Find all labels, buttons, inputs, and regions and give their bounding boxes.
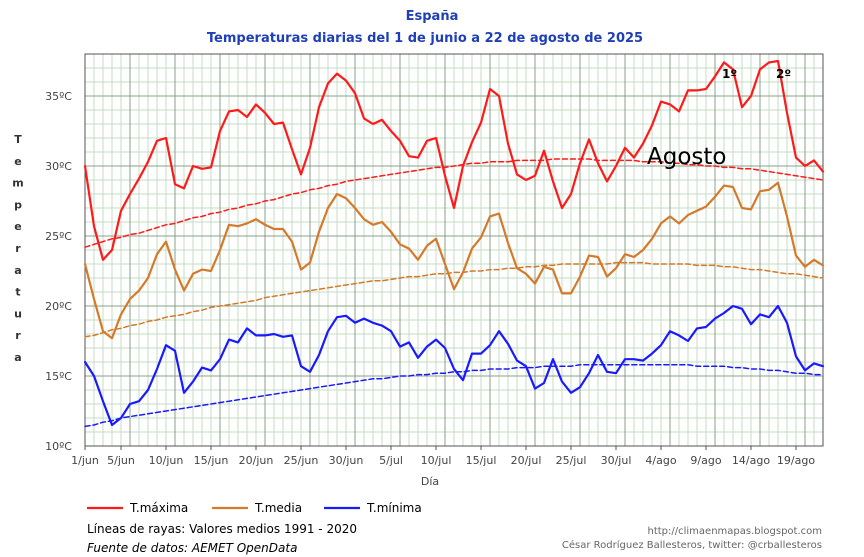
series-line-T.mínima	[83, 304, 825, 427]
x-tick-label: 5/jun	[107, 454, 135, 467]
y-tick-label: 10ºC	[45, 440, 72, 453]
x-tick-label: 10/jun	[149, 454, 184, 467]
y-tick-label: 30ºC	[45, 160, 72, 173]
y-tick-label: 25ºC	[45, 230, 72, 243]
x-tick-label: 25/jul	[556, 454, 587, 467]
y-axis-label-letter: r	[15, 242, 21, 255]
x-tick-label: 19/ago	[777, 454, 815, 467]
normal-line-5	[84, 364, 824, 428]
dashed-lines-note: Líneas de rayas: Valores medios 1991 - 2…	[87, 522, 357, 536]
x-tick-label: 20/jul	[511, 454, 542, 467]
y-axis-label-letter: u	[14, 307, 22, 320]
data-source: Fuente de datos: AEMET OpenData	[87, 541, 297, 555]
series-line-T.máxima	[83, 59, 825, 261]
x-tick-label: 15/jul	[466, 454, 497, 467]
chart-title: España	[406, 9, 459, 24]
x-tick-label: 20/jun	[239, 454, 274, 467]
y-axis-label-letter: r	[15, 329, 21, 342]
legend-label: T.máxima	[129, 501, 188, 515]
x-tick-label: 30/jun	[329, 454, 364, 467]
annotations: Agosto 1º 2º	[647, 67, 791, 170]
y-ticks: 10ºC 15ºC 20ºC 25ºC 30ºC 35ºC	[45, 90, 72, 453]
x-tick-label: 1/jun	[71, 454, 99, 467]
y-tick-label: 35ºC	[45, 90, 72, 103]
series-line-T.media	[83, 181, 825, 340]
normal-line-3	[84, 158, 824, 248]
y-axis-label: Temperatura	[12, 133, 23, 364]
x-ticks: 1/jun 5/jun 10/jun 15/jun 20/jun 25/jun 30/jun…	[71, 446, 815, 467]
y-axis-label-letter: p	[14, 198, 22, 211]
y-axis-label-letter: m	[12, 177, 23, 190]
y-axis-label-letter: t	[15, 286, 20, 299]
grid	[84, 53, 824, 447]
y-axis-label-letter: a	[14, 264, 21, 277]
y-axis-label-letter: e	[14, 155, 21, 168]
chart-subtitle: Temperaturas diarias del 1 de junio a 22…	[207, 31, 643, 46]
annotation-agosto: Agosto	[647, 144, 726, 170]
legend-label: T.media	[254, 501, 302, 515]
x-tick-label: 14/ago	[732, 454, 770, 467]
x-tick-label: 9/ago	[690, 454, 721, 467]
y-tick-label: 20ºC	[45, 300, 72, 313]
plot-frame	[84, 53, 824, 447]
x-tick-label: 10/jul	[421, 454, 452, 467]
credit-url: http://climaenmapas.blogspot.com	[647, 526, 822, 537]
x-tick-label: 5/jul	[379, 454, 403, 467]
x-axis-label: Día	[421, 475, 439, 488]
annotation-rank: 1º	[722, 67, 737, 81]
x-tick-label: 15/jun	[194, 454, 229, 467]
x-tick-label: 25/jun	[284, 454, 319, 467]
y-tick-label: 15ºC	[45, 370, 72, 383]
annotation-rank: 2º	[776, 67, 791, 81]
y-axis-label-letter: e	[14, 220, 21, 233]
y-axis-label-letter: a	[14, 351, 21, 364]
legend-label: T.mínima	[366, 501, 422, 515]
x-tick-label: 4/ago	[645, 454, 676, 467]
normal-line-4	[84, 261, 824, 338]
legend: T.máxima T.media T.mínima	[87, 501, 422, 515]
series-lines	[83, 59, 825, 428]
credit-author: César Rodríguez Ballesteros, twitter: @c…	[562, 539, 822, 551]
x-tick-label: 30/jul	[601, 454, 632, 467]
y-axis-label-letter: T	[14, 133, 22, 146]
